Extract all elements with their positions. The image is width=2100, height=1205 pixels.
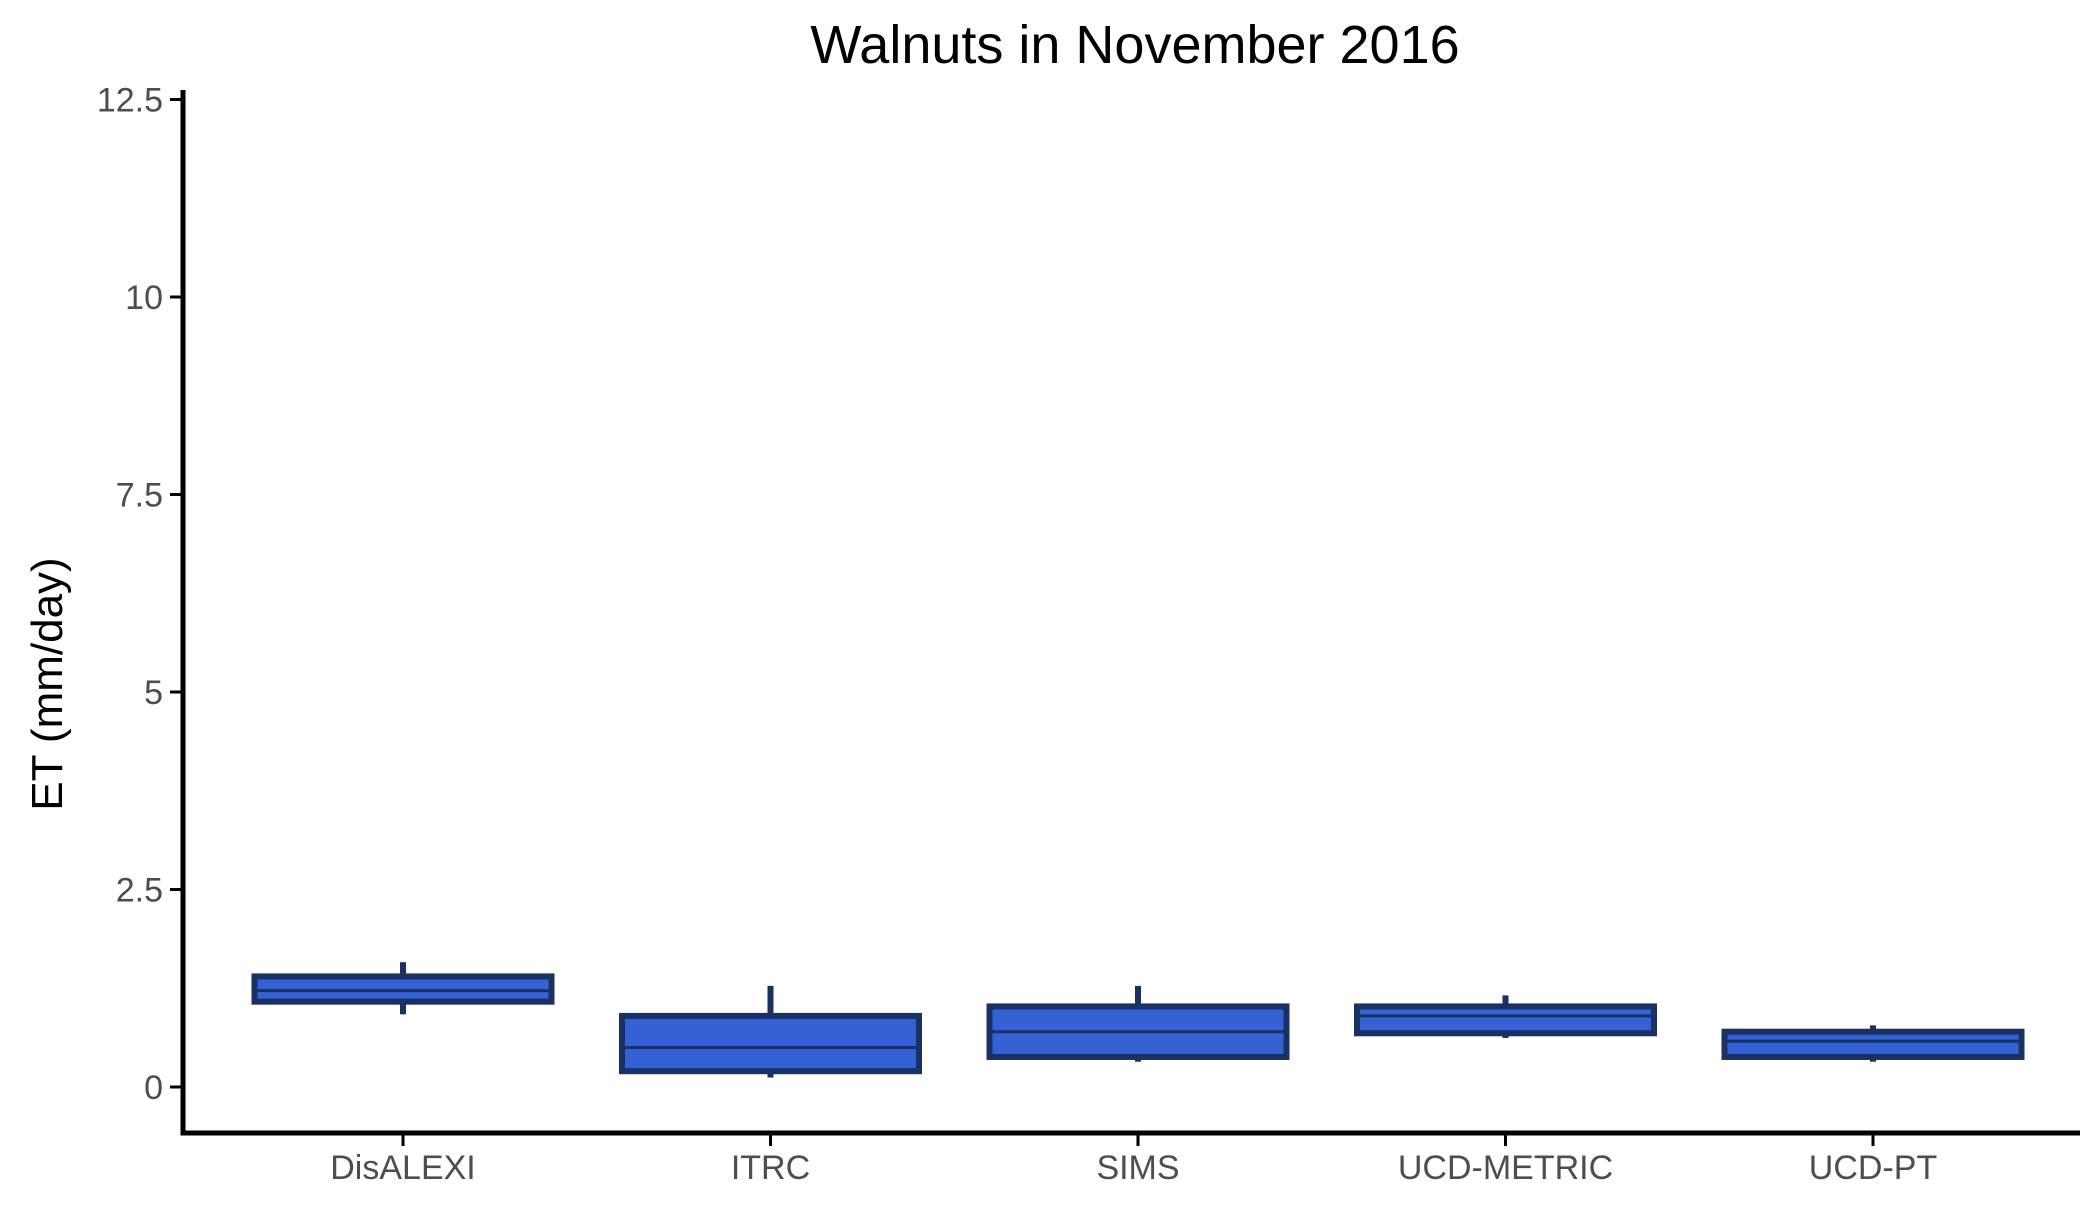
box bbox=[251, 973, 555, 1005]
y-tick-label: 7.5 bbox=[116, 477, 163, 515]
box bbox=[1721, 1028, 2025, 1060]
x-tick-label: ITRC bbox=[731, 1149, 810, 1187]
y-tick-label: 12.5 bbox=[97, 82, 163, 120]
x-tick-label: DisALEXI bbox=[330, 1149, 476, 1187]
y-tick-label: 0 bbox=[144, 1069, 163, 1107]
box bbox=[1354, 1003, 1657, 1037]
x-tick-label: UCD-PT bbox=[1809, 1149, 1937, 1187]
y-tick-label: 2.5 bbox=[116, 872, 163, 910]
chart-title: Walnuts in November 2016 bbox=[810, 15, 1460, 75]
box bbox=[619, 1012, 922, 1075]
y-tick-label: 5 bbox=[144, 674, 163, 712]
y-tick-label: 10 bbox=[125, 279, 163, 317]
x-tick-label: UCD-METRIC bbox=[1398, 1149, 1613, 1187]
x-tick-label: SIMS bbox=[1096, 1149, 1179, 1187]
y-axis-label: ET (mm/day) bbox=[23, 557, 72, 811]
